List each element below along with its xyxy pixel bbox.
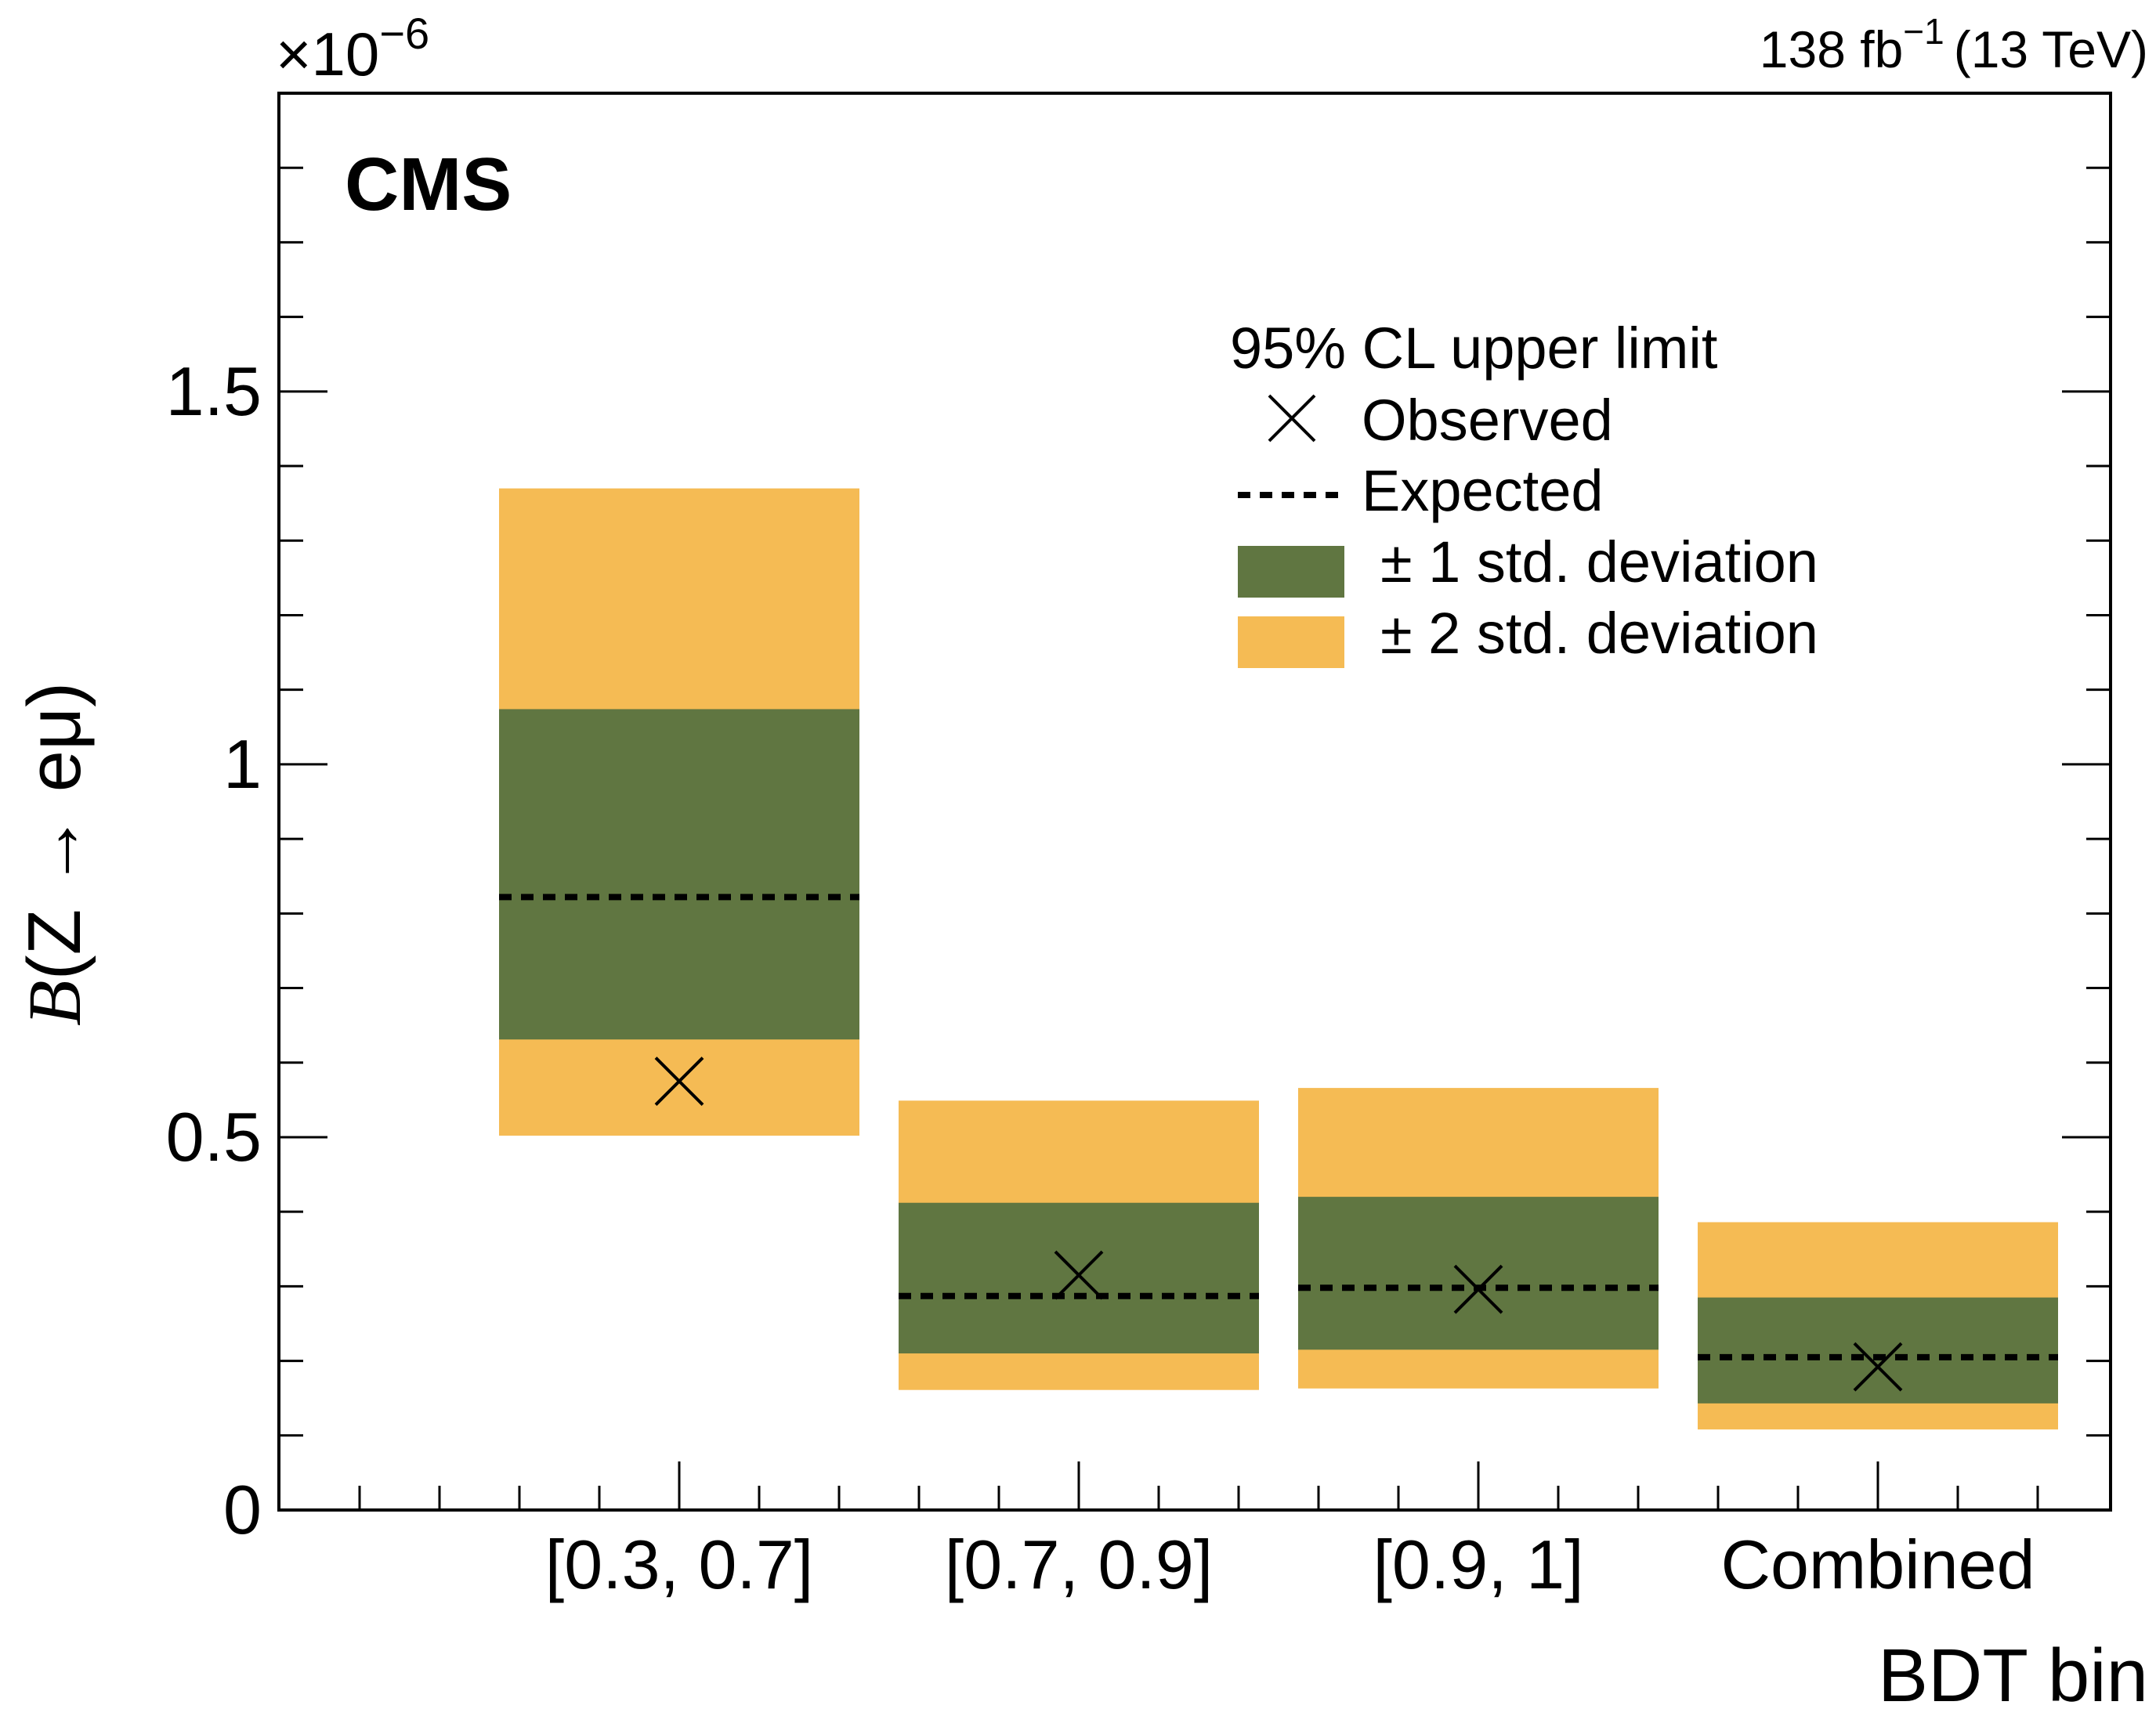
legend-one-sigma-swatch [1238,546,1344,598]
x-tick-label-1: [0.3, 0.7] [545,1526,813,1603]
y-axis-tick-labels: 0 0.5 1 1.5 [166,352,262,1548]
y-tick-label: 0 [223,1471,262,1548]
legend-observed-marker-b [1268,394,1316,443]
y-axis-label: B(Z → eμ) [13,682,96,1026]
legend-title: 95% CL upper limit [1230,316,1718,381]
x-axis-label: BDT bin [1878,1634,2148,1716]
y-tick-label: 1 [223,725,262,803]
x-tick-label-3: [0.9, 1] [1373,1526,1583,1603]
observed-marker-stroke-b [654,1057,704,1106]
observed-marker-stroke-b [1853,1342,1903,1392]
x-tick-label-2: [0.7, 0.9] [945,1526,1213,1603]
y-multiplier: ×10−6 [276,9,429,89]
observed-marker-3 [1453,1264,1503,1314]
y-tick-label: 0.5 [166,1098,262,1176]
observed-marker-1 [654,1057,704,1106]
one-sigma-band-1 [499,709,859,1040]
legend-two-sigma-swatch [1238,616,1344,668]
observed-layer [654,1057,1903,1392]
one-sigma-band-4 [1698,1297,2058,1404]
one-sigma-band-2 [899,1202,1259,1354]
y-axis-ticks [279,92,2111,1512]
legend-one-sigma-label: ± 1 std. deviation [1380,529,1818,594]
one-sigma-band-3 [1298,1197,1659,1350]
y-tick-label: 1.5 [166,352,262,430]
observed-marker-4 [1853,1342,1903,1392]
luminosity-label: 138 fb−1 (13 TeV) [1760,11,2148,78]
band-layer [499,488,2058,1430]
legend-expected-label: Expected [1362,458,1604,523]
observed-marker-stroke-b [1054,1250,1104,1300]
legend-two-sigma-label: ± 2 std. deviation [1380,601,1818,666]
observed-marker-2 [1054,1250,1104,1300]
x-axis-tick-labels: [0.3, 0.7] [0.7, 0.9] [0.9, 1] Combined [545,1526,2035,1603]
plot-frame [277,92,2112,1512]
legend: 95% CL upper limit Observed Expected ± 1… [1230,316,1818,668]
experiment-label: CMS [345,143,512,226]
x-tick-label-4: Combined [1720,1526,2035,1603]
x-axis-ticks [358,1461,2039,1510]
observed-marker-stroke-b [1453,1264,1503,1314]
legend-observed-label: Observed [1362,388,1613,453]
